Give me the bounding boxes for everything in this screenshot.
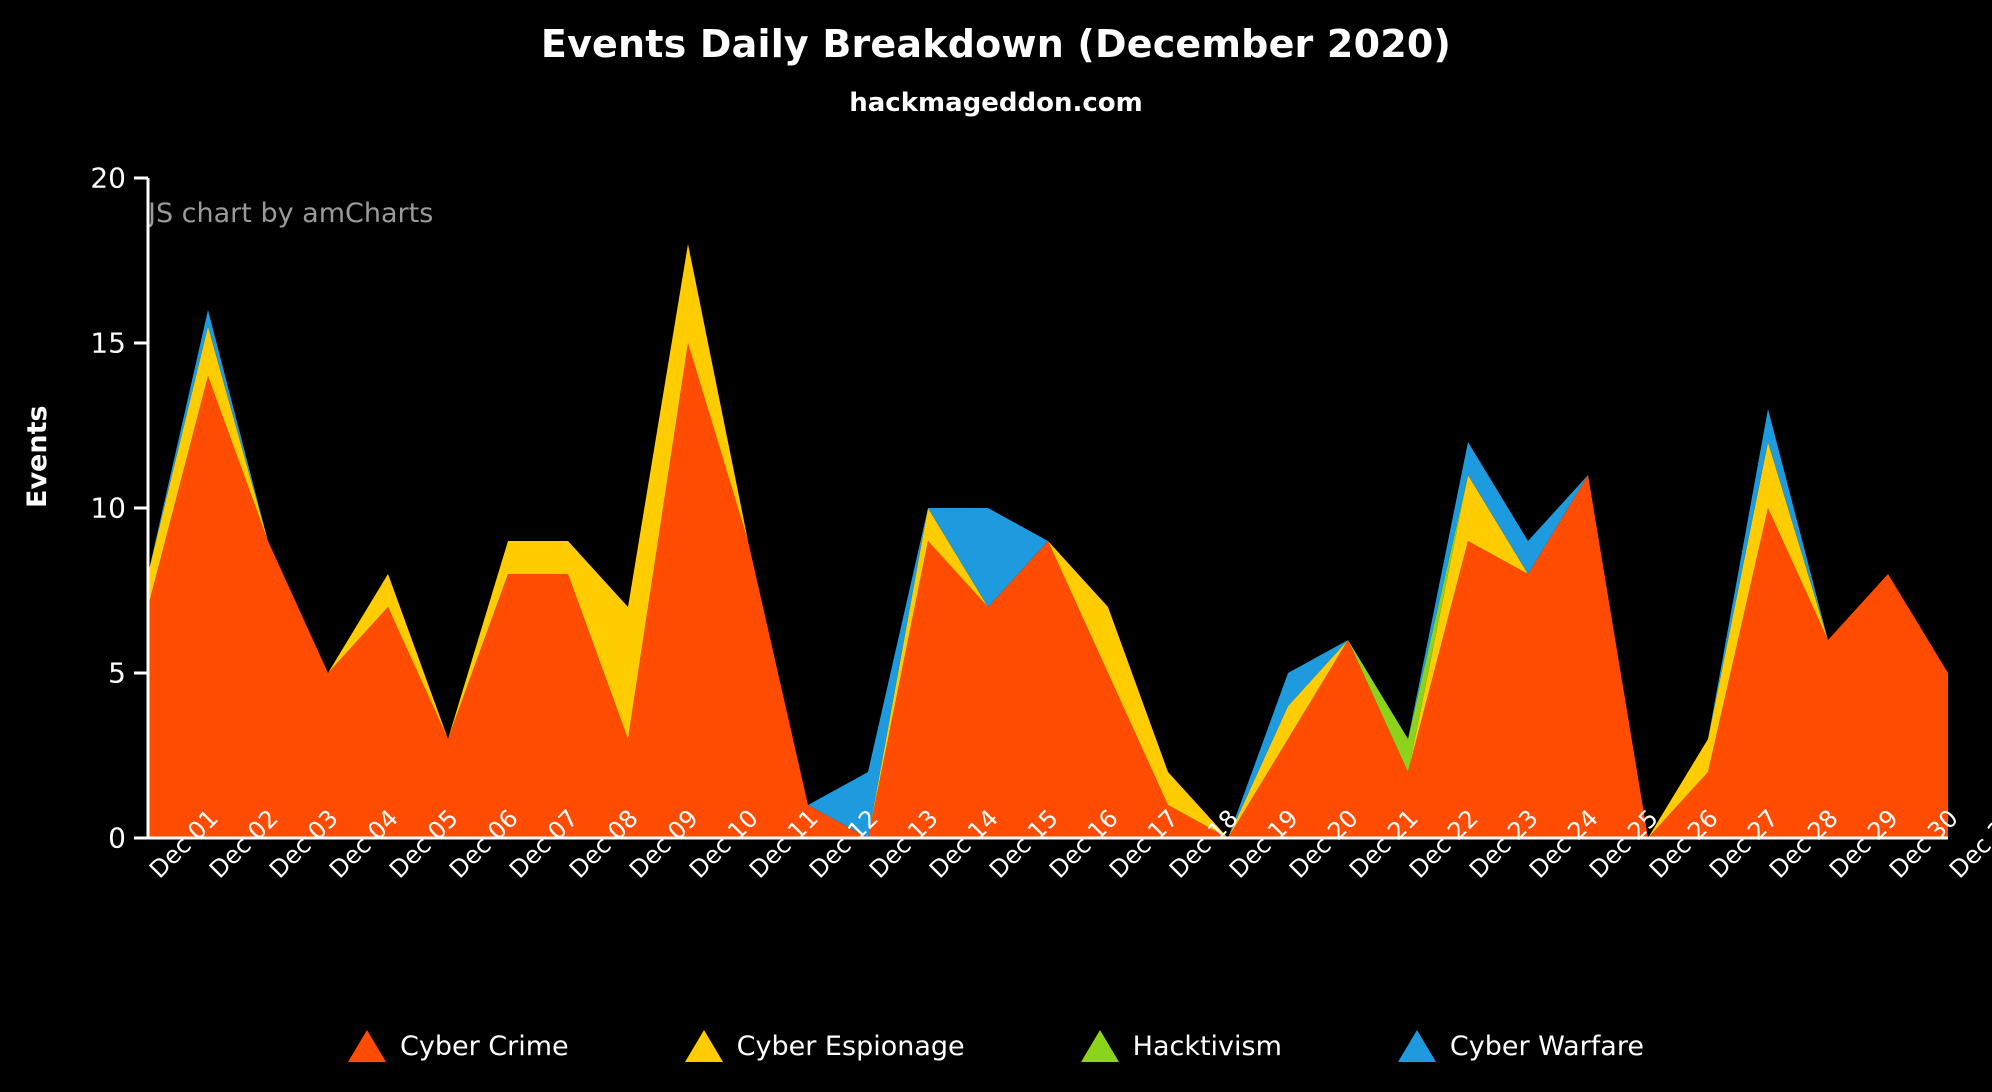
y-axis-tick-label: 0 xyxy=(108,821,126,855)
y-axis-tick-label: 15 xyxy=(90,326,126,360)
legend-item-cyber-warfare[interactable]: Cyber Warfare xyxy=(1397,1030,1644,1062)
area-series-cyber-warfare[interactable] xyxy=(148,244,1948,838)
legend-item-cyber-espionage[interactable]: Cyber Espionage xyxy=(684,1030,965,1062)
triangle-icon xyxy=(1080,1030,1119,1062)
legend-item-label: Hacktivism xyxy=(1132,1030,1282,1062)
y-axis-tick-label: 20 xyxy=(90,161,126,195)
y-axis-tick-label: 10 xyxy=(90,491,126,525)
chart-legend: Cyber Crime Cyber Espionage Hacktivism Cybe… xyxy=(0,1030,1992,1062)
y-axis-tick-label: 5 xyxy=(108,656,126,690)
legend-item-hacktivism[interactable]: Hacktivism xyxy=(1080,1030,1282,1062)
legend-item-label: Cyber Warfare xyxy=(1449,1030,1644,1062)
amcharts-watermark[interactable]: JS chart by amCharts xyxy=(148,198,434,229)
legend-item-label: Cyber Espionage xyxy=(736,1030,965,1062)
triangle-icon xyxy=(684,1030,723,1062)
legend-item-cyber-crime[interactable]: Cyber Crime xyxy=(348,1030,569,1062)
triangle-icon xyxy=(348,1030,387,1062)
legend-item-label: Cyber Crime xyxy=(400,1030,569,1062)
page-title: Events Daily Breakdown (December 2020) xyxy=(540,22,1452,66)
triangle-icon xyxy=(1397,1030,1436,1062)
chart-subtitle: hackmageddon.com xyxy=(849,88,1143,118)
area-series-cyber-crime[interactable] xyxy=(148,343,1948,838)
